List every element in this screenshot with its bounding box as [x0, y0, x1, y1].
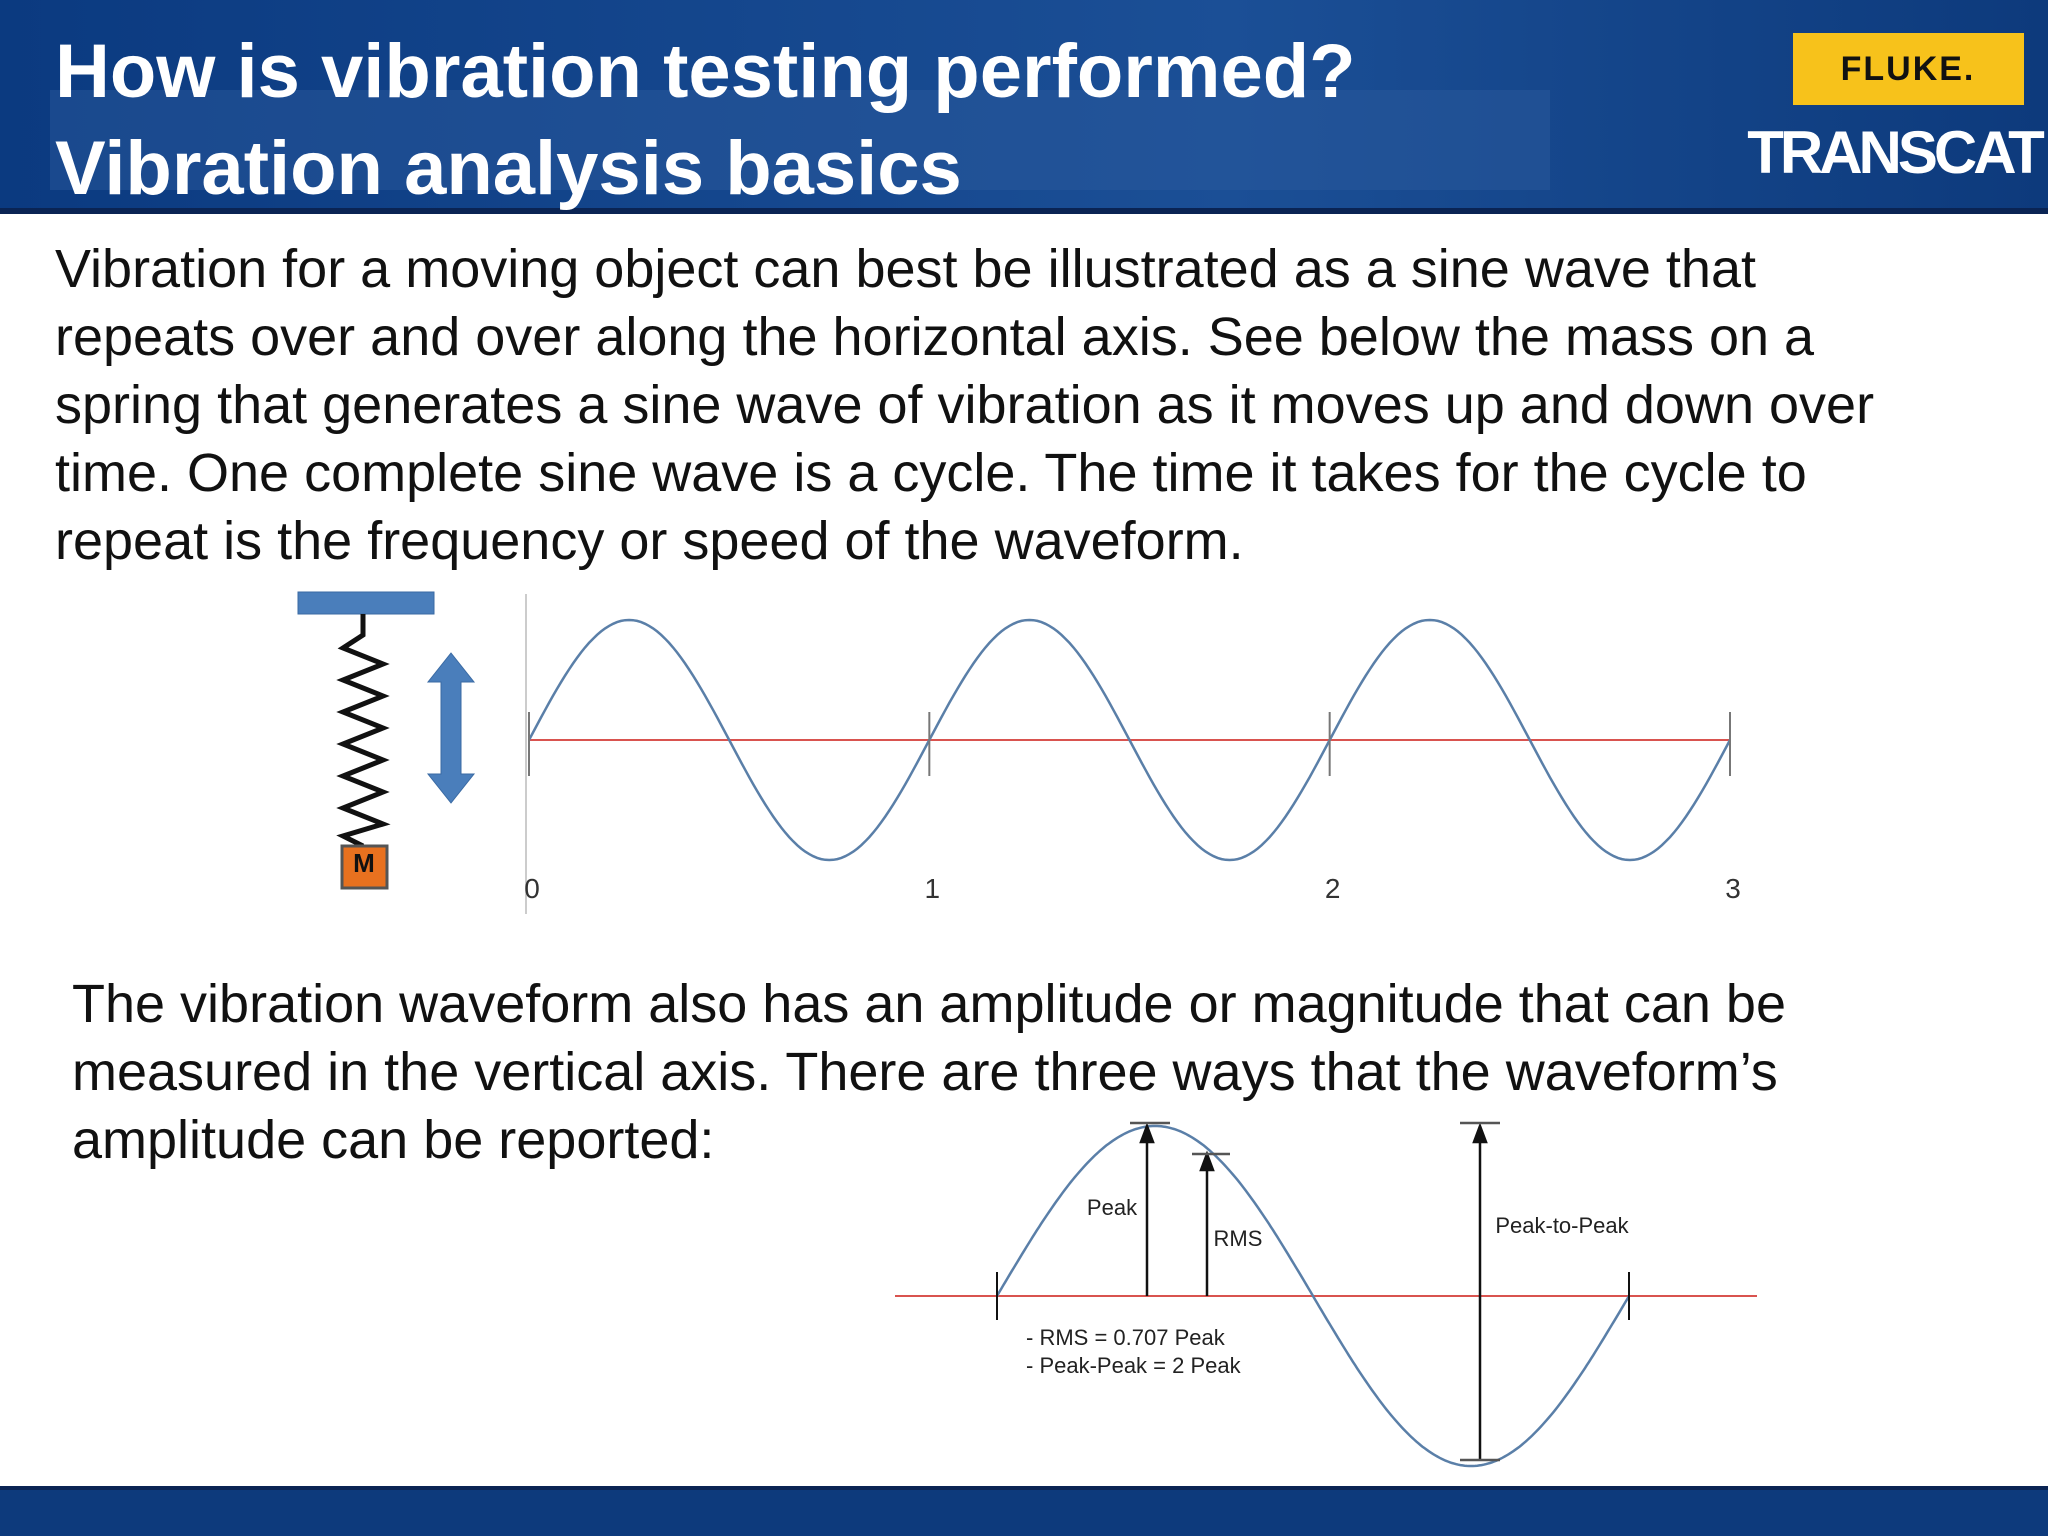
footer-band: [0, 1486, 2048, 1536]
axis-label: 1: [925, 873, 941, 904]
transcat-logo: TRANSCAT: [1747, 119, 2044, 186]
paragraph-line: Vibration for a moving object can best b…: [55, 239, 1756, 299]
paragraph-line: spring that generates a sine wave of vib…: [55, 375, 1874, 435]
spring: [336, 614, 391, 849]
paragraph: Vibration for a moving object can best b…: [55, 239, 1874, 571]
fluke-logo-box: [1793, 33, 2024, 105]
paragraph: The vibration waveform also has an ampli…: [72, 974, 1786, 1170]
fluke-logo: FLUKE.: [1841, 50, 1976, 88]
axis-label: 0: [524, 873, 540, 904]
paragraph-line: repeat is the frequency or speed of the …: [55, 511, 1244, 571]
paragraph-line: measured in the vertical axis. There are…: [72, 1042, 1778, 1102]
axis-label: 2: [1325, 873, 1341, 904]
title-backdrop: [50, 90, 1550, 190]
mass: [340, 844, 389, 890]
paragraph-line: repeats over and over along the horizont…: [55, 307, 1815, 367]
peak-label: Peak: [1087, 1195, 1138, 1220]
peak-to-peak-label: Peak-to-Peak: [1495, 1213, 1629, 1238]
header-band: [0, 0, 2048, 212]
sine-wave: [527, 618, 1732, 862]
sine-wave: [995, 1124, 1631, 1468]
formula-note: - RMS = 0.707 Peak: [1026, 1325, 1226, 1350]
spring-support: [297, 591, 435, 615]
footer-rule: [0, 1486, 2048, 1490]
amplitude-arrows: [1130, 1121, 1500, 1462]
mass-label: M: [353, 848, 375, 878]
title-line: Vibration analysis basics: [55, 126, 962, 211]
axis-label: 3: [1725, 873, 1741, 904]
formula-note: - Peak-Peak = 2 Peak: [1026, 1353, 1242, 1378]
paragraph-line: The vibration waveform also has an ampli…: [72, 974, 1786, 1034]
paragraph-line: amplitude can be reported:: [72, 1110, 714, 1170]
motion-arrow: [426, 652, 476, 804]
rms-label: RMS: [1214, 1226, 1263, 1251]
header-rule: [0, 208, 2048, 214]
cycle-ticks: 0 1 2 3: [524, 712, 1741, 904]
paragraph-line: time. One complete sine wave is a cycle.…: [55, 443, 1807, 503]
title-line: How is vibration testing performed?: [55, 29, 1356, 114]
